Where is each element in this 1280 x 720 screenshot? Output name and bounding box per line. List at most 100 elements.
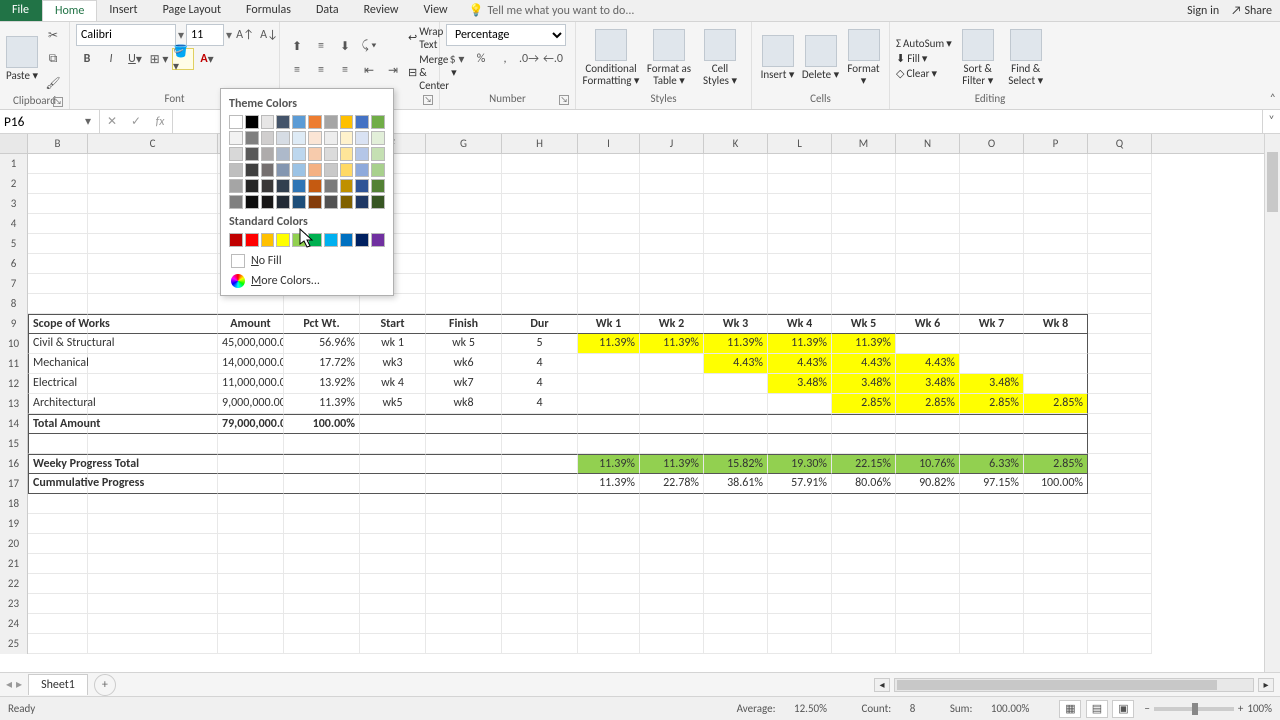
- cell[interactable]: [832, 634, 896, 654]
- color-swatch[interactable]: [371, 147, 385, 161]
- autosum-button[interactable]: Σ AutoSum ▾: [896, 37, 952, 50]
- cell[interactable]: [768, 294, 832, 314]
- color-swatch[interactable]: [261, 179, 275, 193]
- cell[interactable]: [704, 634, 768, 654]
- cell[interactable]: Wk 1: [578, 314, 640, 334]
- decrease-decimal-button[interactable]: ←.0: [542, 48, 564, 70]
- expand-formula-bar-button[interactable]: ˅: [1262, 110, 1280, 133]
- cell[interactable]: [1024, 234, 1088, 254]
- cell[interactable]: 4.43%: [832, 354, 896, 374]
- cell[interactable]: [28, 154, 88, 174]
- cell[interactable]: [832, 514, 896, 534]
- cell[interactable]: [88, 434, 218, 454]
- cell[interactable]: 3.48%: [768, 374, 832, 394]
- cancel-entry-button[interactable]: ✕: [100, 114, 124, 129]
- cell[interactable]: wk 5: [426, 334, 502, 354]
- cell[interactable]: [1088, 274, 1152, 294]
- cell[interactable]: [832, 534, 896, 554]
- row-header-6[interactable]: 6: [0, 254, 28, 274]
- cell[interactable]: [640, 514, 704, 534]
- cell[interactable]: [28, 614, 88, 634]
- color-swatch[interactable]: [229, 147, 243, 161]
- cell[interactable]: [502, 614, 578, 634]
- color-swatch[interactable]: [371, 163, 385, 177]
- format-as-table-button[interactable]: Format as Table ▾: [644, 29, 694, 87]
- color-swatch[interactable]: [229, 179, 243, 193]
- cell[interactable]: 11.39%: [284, 394, 360, 414]
- cell[interactable]: [1088, 594, 1152, 614]
- cell[interactable]: [640, 434, 704, 454]
- cell[interactable]: 14,000,000.00: [218, 354, 284, 374]
- cell[interactable]: [832, 174, 896, 194]
- cell[interactable]: [768, 434, 832, 454]
- cell[interactable]: [640, 254, 704, 274]
- cell[interactable]: [1024, 634, 1088, 654]
- accounting-format-button[interactable]: $ ▾: [446, 48, 468, 70]
- color-swatch[interactable]: [308, 115, 322, 129]
- cell[interactable]: [426, 534, 502, 554]
- clipboard-dialog-launcher[interactable]: ↘: [53, 97, 63, 107]
- cell[interactable]: [502, 514, 578, 534]
- cell[interactable]: [284, 614, 360, 634]
- cell[interactable]: [426, 274, 502, 294]
- cell[interactable]: 22.78%: [640, 474, 704, 494]
- cell[interactable]: [896, 174, 960, 194]
- color-swatch[interactable]: [340, 115, 354, 129]
- fill-button[interactable]: ⬇ Fill ▾: [896, 52, 952, 65]
- cell[interactable]: [284, 294, 360, 314]
- cell[interactable]: [578, 434, 640, 454]
- cell[interactable]: [1088, 434, 1152, 454]
- cell[interactable]: 90.82%: [896, 474, 960, 494]
- color-swatch[interactable]: [245, 233, 259, 247]
- cell[interactable]: [426, 634, 502, 654]
- delete-cells-button[interactable]: Delete ▾: [801, 35, 840, 81]
- row-header-18[interactable]: 18: [0, 494, 28, 514]
- cell[interactable]: [704, 574, 768, 594]
- color-swatch[interactable]: [276, 233, 290, 247]
- color-swatch[interactable]: [245, 115, 259, 129]
- cell[interactable]: 17.72%: [284, 354, 360, 374]
- color-swatch[interactable]: [355, 179, 369, 193]
- cell[interactable]: [426, 194, 502, 214]
- column-header-B[interactable]: B: [28, 134, 88, 153]
- color-swatch[interactable]: [261, 115, 275, 129]
- cell[interactable]: [1024, 174, 1088, 194]
- cell[interactable]: [640, 634, 704, 654]
- cell[interactable]: 11.39%: [578, 334, 640, 354]
- cell[interactable]: [28, 534, 88, 554]
- color-swatch[interactable]: [355, 131, 369, 145]
- column-header-P[interactable]: P: [1024, 134, 1088, 153]
- cell[interactable]: Mechanical: [28, 354, 88, 374]
- no-fill-option[interactable]: No Fill: [229, 251, 385, 271]
- cell[interactable]: [28, 174, 88, 194]
- cell[interactable]: [88, 574, 218, 594]
- cell[interactable]: [28, 494, 88, 514]
- column-header-J[interactable]: J: [640, 134, 704, 153]
- cell[interactable]: 4.43%: [896, 354, 960, 374]
- cell[interactable]: [768, 234, 832, 254]
- ribbon-tab-view[interactable]: View: [412, 0, 461, 21]
- align-top-button[interactable]: ⬆: [286, 35, 308, 57]
- column-header-N[interactable]: N: [896, 134, 960, 153]
- cell[interactable]: 3.48%: [832, 374, 896, 394]
- cell[interactable]: [640, 554, 704, 574]
- cell[interactable]: [578, 294, 640, 314]
- row-header-17[interactable]: 17: [0, 474, 28, 494]
- format-cells-button[interactable]: Format ▾: [844, 29, 883, 87]
- hscroll-left[interactable]: ◂: [874, 678, 890, 692]
- cell[interactable]: [88, 614, 218, 634]
- cell[interactable]: [88, 634, 218, 654]
- zoom-level[interactable]: 100%: [1247, 702, 1272, 715]
- align-right-button[interactable]: ≡: [334, 59, 356, 81]
- cell[interactable]: 2.85%: [832, 394, 896, 414]
- ribbon-tab-file[interactable]: File: [0, 0, 42, 21]
- cell[interactable]: [426, 174, 502, 194]
- cell[interactable]: [640, 294, 704, 314]
- cell[interactable]: [704, 434, 768, 454]
- cell[interactable]: 57.91%: [768, 474, 832, 494]
- cell[interactable]: [426, 474, 502, 494]
- sheet-tab-sheet1[interactable]: Sheet1: [28, 674, 88, 695]
- color-swatch[interactable]: [229, 163, 243, 177]
- cell[interactable]: [360, 614, 426, 634]
- cell[interactable]: [218, 634, 284, 654]
